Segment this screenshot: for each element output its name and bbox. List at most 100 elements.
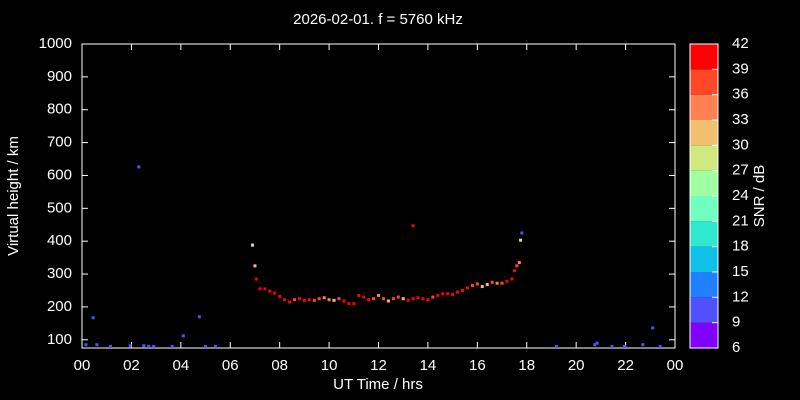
data-point [446, 292, 450, 296]
data-point [512, 269, 516, 273]
colorbar-band [690, 322, 718, 348]
data-point [411, 297, 415, 301]
x-tick-label: 22 [617, 357, 634, 374]
data-point [322, 296, 326, 300]
colorbar-tick-label: 30 [732, 136, 749, 153]
data-point [411, 224, 415, 228]
x-axis-label: UT Time / hrs [333, 376, 423, 393]
data-point [263, 287, 267, 291]
data-point [421, 297, 425, 301]
data-point [593, 343, 597, 347]
data-point [595, 341, 599, 345]
y-tick-label: 700 [47, 134, 72, 151]
data-point [302, 298, 306, 302]
x-tick-label: 06 [222, 357, 239, 374]
data-point [461, 288, 465, 292]
x-tick-label: 00 [74, 357, 91, 374]
colorbar-band [690, 94, 718, 120]
data-point [441, 292, 445, 296]
x-tick-label: 16 [469, 357, 486, 374]
data-point [250, 243, 254, 247]
y-tick-label: 1000 [39, 35, 72, 52]
colorbar-band [690, 221, 718, 247]
data-point [352, 302, 356, 306]
y-tick-label: 200 [47, 298, 72, 315]
data-point [142, 344, 146, 348]
colorbar-band [690, 196, 718, 222]
colorbar-tick-label: 42 [732, 35, 749, 52]
data-point [254, 277, 258, 281]
colorbar-tick-label: 33 [732, 111, 749, 128]
y-tick-label: 300 [47, 265, 72, 282]
data-point [152, 344, 156, 348]
data-point [357, 293, 361, 297]
data-point [273, 291, 277, 295]
data-point [416, 296, 420, 300]
colorbar-tick-label: 15 [732, 263, 749, 280]
x-tick-label: 08 [271, 357, 288, 374]
colorbar-tick-label: 18 [732, 238, 749, 255]
colorbar-band [690, 297, 718, 323]
x-tick-label: 04 [172, 357, 189, 374]
data-point [426, 298, 430, 302]
x-tick-label: 12 [370, 357, 387, 374]
data-point [485, 283, 489, 287]
data-point [337, 297, 341, 301]
data-point [381, 297, 385, 301]
data-point [622, 344, 626, 348]
x-tick-label: 00 [667, 357, 684, 374]
data-point [505, 279, 509, 283]
data-point [386, 299, 390, 303]
data-point [342, 299, 346, 303]
colorbar-band [690, 246, 718, 272]
data-point [197, 315, 201, 319]
colorbar-tick-label: 27 [732, 162, 749, 179]
data-point [347, 302, 351, 306]
data-point [475, 282, 479, 286]
colorbar-band [690, 272, 718, 298]
data-point [401, 297, 405, 301]
data-point [312, 298, 316, 302]
data-point [480, 285, 484, 289]
colorbar-band [690, 44, 718, 70]
colorbar-band [690, 69, 718, 95]
colorbar-tick-label: 24 [732, 187, 749, 204]
y-tick-label: 900 [47, 68, 72, 85]
data-point [137, 165, 141, 169]
data-point [517, 261, 521, 265]
data-point [84, 343, 88, 347]
data-point [641, 343, 645, 347]
colorbar-tick-label: 36 [732, 86, 749, 103]
data-point [436, 293, 440, 297]
data-point [431, 295, 435, 299]
data-point [610, 344, 614, 348]
data-point [490, 280, 494, 284]
data-point [147, 344, 151, 348]
data-point [396, 295, 400, 299]
data-point [372, 297, 376, 301]
data-point [500, 281, 504, 285]
x-tick-label: 20 [568, 357, 585, 374]
y-tick-label: 100 [47, 331, 72, 348]
data-point [108, 344, 112, 348]
data-point [170, 344, 174, 348]
data-point [258, 287, 262, 291]
data-point [204, 344, 208, 348]
colorbar-tick-label: 6 [732, 339, 740, 356]
colorbar-band [690, 170, 718, 196]
data-point [332, 298, 336, 302]
data-point [327, 298, 331, 302]
data-point [451, 292, 455, 296]
data-point [515, 264, 519, 268]
data-point [456, 290, 460, 294]
data-point [367, 298, 371, 302]
data-point [268, 289, 272, 293]
data-point [406, 298, 410, 302]
data-point [520, 231, 524, 235]
data-point [181, 334, 185, 338]
data-point [658, 344, 662, 348]
data-point [554, 344, 558, 348]
data-point [278, 294, 282, 298]
